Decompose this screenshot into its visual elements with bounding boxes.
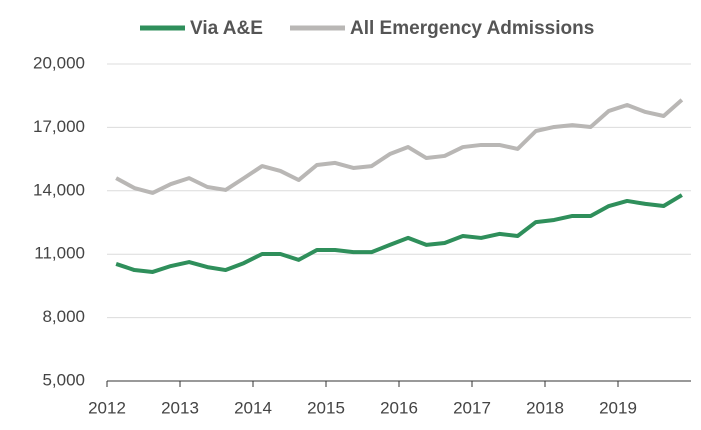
x-tick-label: 2013 [161, 398, 199, 417]
y-tick-label: 11,000 [34, 244, 85, 263]
x-tick-label: 2017 [453, 398, 491, 417]
y-tick-label: 17,000 [33, 117, 85, 136]
x-tick-label: 2016 [380, 398, 418, 417]
line-series [115, 98, 684, 195]
x-tick-label: 2015 [307, 398, 345, 417]
y-tick-label: 20,000 [33, 53, 85, 72]
line-series [115, 193, 683, 274]
x-tick-label: 2014 [234, 398, 272, 417]
legend-label: All Emergency Admissions [350, 18, 594, 39]
x-tick-label: 2019 [599, 398, 637, 417]
y-tick-label: 14,000 [33, 180, 85, 199]
x-tick-label: 2018 [526, 398, 564, 417]
y-tick-label: 5,000 [42, 370, 85, 389]
legend-label: Via A&E [190, 18, 263, 39]
x-tick-label: 2012 [88, 398, 126, 417]
y-tick-label: 8,000 [42, 307, 85, 326]
